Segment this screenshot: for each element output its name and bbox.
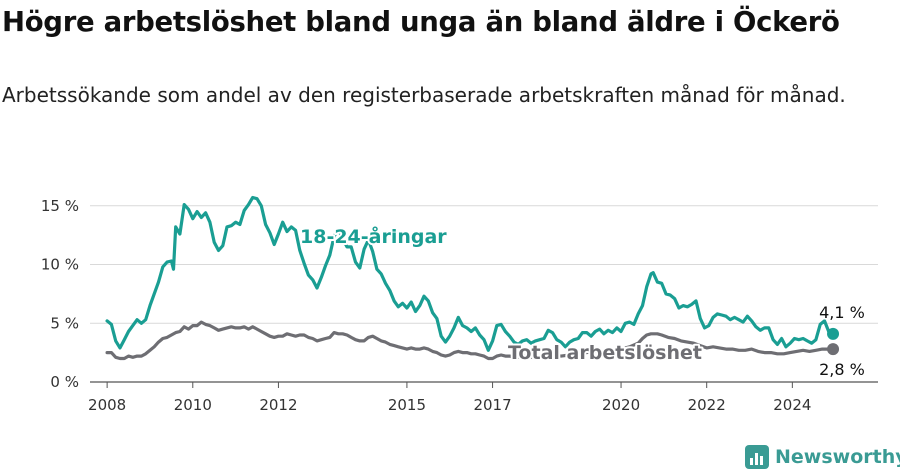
- newsworthy-logo: Newsworthy: [745, 442, 900, 472]
- line-chart: 0 %5 %10 %15 % 2008 2010 2012 2015 2017 2020 2…: [41, 195, 878, 414]
- brand-name: Newsworthy: [775, 446, 900, 468]
- total-series-line: [105, 320, 835, 361]
- y-tick-label: 5 %: [50, 314, 79, 332]
- x-axis-ticks: 2008 2010 2012 2015 2017 2020 2022 2024: [88, 382, 811, 414]
- x-tick-label: 2020: [602, 396, 640, 414]
- y-axis-ticks: 0 % 5 % 10 % 15 %: [41, 197, 79, 391]
- youth-series-line: [105, 195, 835, 352]
- page-title: Högre arbetslöshet bland unga än bland ä…: [2, 6, 840, 38]
- series-lines: [105, 195, 840, 361]
- y-tick-label: 0 %: [50, 373, 79, 391]
- y-tick-label: 10 %: [41, 256, 79, 274]
- total-series-label: Total arbetslöshet: [508, 342, 702, 364]
- gridlines: [90, 205, 878, 383]
- total-end-value-label: 2,8 %: [819, 360, 865, 379]
- series-labels: 18-24-åringar Total arbetslöshet 4,1 % 2,8 …: [298, 222, 866, 381]
- x-tick-label: 2012: [259, 396, 297, 414]
- total-end-point: [827, 343, 840, 356]
- x-tick-label: 2008: [88, 396, 126, 414]
- x-tick-label: 2015: [388, 396, 426, 414]
- bar-chart-icon: [745, 445, 769, 469]
- x-tick-label: 2022: [688, 396, 726, 414]
- page-subtitle: Arbetssökande som andel av den registerb…: [2, 83, 846, 107]
- youth-end-point: [827, 327, 840, 340]
- y-tick-label: 15 %: [41, 197, 79, 215]
- youth-series-label: 18-24-åringar: [300, 224, 447, 248]
- x-tick-label: 2017: [473, 396, 511, 414]
- x-tick-label: 2024: [773, 396, 811, 414]
- x-tick-label: 2010: [174, 396, 212, 414]
- youth-end-value-label: 4,1 %: [819, 303, 865, 322]
